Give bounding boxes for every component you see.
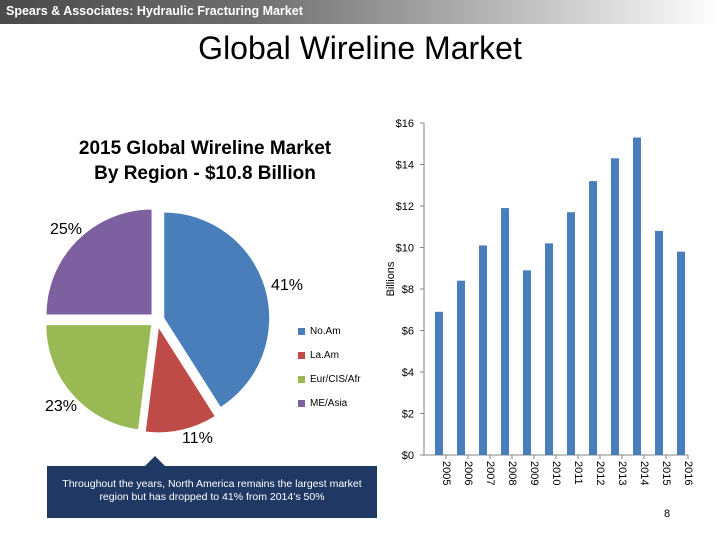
pie-label-eur-cis-afr: 23% [45, 398, 78, 415]
pie-title-line-2: By Region - $10.8 Billion [94, 163, 316, 184]
y-tick-label: $8 [402, 284, 414, 296]
page-number: 8 [664, 508, 671, 520]
x-tick-label-2009: 2009 [528, 461, 540, 485]
bar-2012 [589, 181, 597, 455]
pie-label-no-am: 41% [271, 277, 304, 294]
x-tick-label-2013: 2013 [616, 461, 628, 485]
callout-box: Throughout the years, North America rema… [47, 456, 377, 518]
pie-slice-no-am [163, 211, 271, 409]
y-tick-label: $2 [402, 409, 414, 421]
x-tick-label-2006: 2006 [462, 461, 474, 485]
pie-slice-me-asia [45, 208, 153, 316]
x-tick-label-2010: 2010 [550, 461, 562, 485]
x-tick-label-2012: 2012 [594, 461, 606, 485]
x-tick-label-2008: 2008 [506, 461, 518, 485]
bar-2005 [435, 311, 443, 455]
x-tick-label-2007: 2007 [484, 461, 496, 485]
x-tick-label-2005: 2005 [440, 461, 452, 485]
page-title: Global Wireline Market [198, 30, 522, 66]
x-tick-label-2011: 2011 [572, 461, 584, 485]
bar-2011 [567, 212, 575, 455]
x-tick-label-2015: 2015 [660, 461, 672, 485]
pie-slice-eur-cis-afr [45, 324, 153, 431]
bar-2015 [655, 230, 663, 455]
y-tick-label: $16 [396, 118, 414, 130]
legend-item-no-am: No.Am [298, 326, 361, 350]
legend-item-eur-cis-afr: Eur/CIS/Afr [298, 374, 361, 398]
bar-2016 [677, 251, 685, 455]
legend-label-eur-cis-afr: Eur/CIS/Afr [310, 374, 361, 385]
y-tick-label: $0 [402, 450, 414, 462]
bar-2006 [457, 280, 465, 455]
pie-label-la-am: 11% [182, 430, 213, 447]
callout-text: Throughout the years, North America rema… [62, 478, 362, 503]
legend-swatch-la-am [298, 352, 305, 359]
legend-label-la-am: La.Am [310, 350, 339, 361]
x-tick-label-2014: 2014 [638, 461, 650, 485]
legend-item-la-am: La.Am [298, 350, 361, 374]
bar-2010 [545, 243, 553, 455]
bar-2014 [633, 137, 641, 455]
pie-label-me-asia: 25% [50, 221, 83, 238]
y-tick-label: $6 [402, 326, 414, 338]
legend-swatch-eur-cis-afr [298, 376, 305, 383]
y-tick-label: $10 [396, 243, 414, 255]
legend-swatch-no-am [298, 328, 305, 335]
legend-item-me-asia: ME/Asia [298, 398, 361, 422]
pie-chart-title: 2015 Global Wireline Market By Region - … [40, 136, 370, 186]
y-tick-label: $12 [396, 201, 414, 213]
legend-label-me-asia: ME/Asia [310, 398, 348, 409]
pie-title-line-1: 2015 Global Wireline Market [78, 138, 332, 159]
x-tick-label-2016: 2016 [682, 461, 694, 485]
header-bar: Spears & Associates: Hydraulic Fracturin… [0, 0, 720, 24]
pie-slice-la-am [144, 325, 217, 434]
bar-2009 [523, 270, 531, 455]
y-axis-label: Billions [385, 261, 397, 296]
bar-2008 [501, 208, 509, 455]
legend-swatch-me-asia [298, 400, 305, 407]
pie-legend: No.Am La.Am Eur/CIS/Afr ME/Asia [298, 326, 361, 422]
callout-shape [47, 456, 377, 518]
y-tick-label: $14 [396, 160, 414, 172]
bar-2007 [479, 245, 487, 455]
bar-2013 [611, 158, 619, 455]
legend-label-no-am: No.Am [310, 326, 341, 337]
header-title: Spears & Associates: Hydraulic Fracturin… [6, 4, 303, 18]
y-tick-label: $4 [402, 367, 414, 379]
